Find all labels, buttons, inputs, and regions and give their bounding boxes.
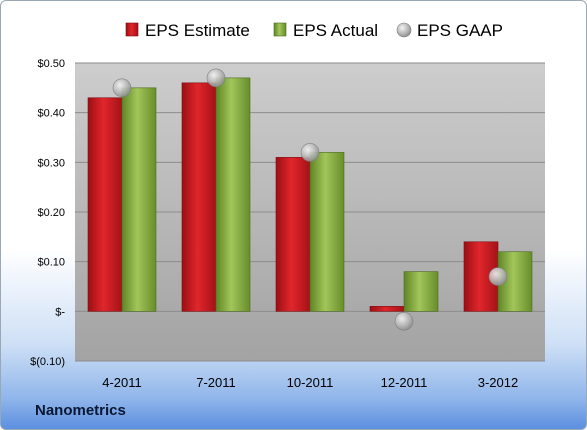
- legend-swatch-eps-gaap: [396, 22, 412, 38]
- y-tick-label: $(0.10): [30, 356, 65, 368]
- x-tick-label: 10-2011: [287, 375, 334, 390]
- legend-label: EPS Estimate: [145, 21, 250, 40]
- bar-eps-actual: [309, 152, 345, 312]
- x-tick-label: 7-2011: [196, 375, 236, 390]
- y-tick-label: $0.30: [37, 157, 65, 169]
- bar-eps-estimate: [369, 306, 405, 312]
- bar-eps-actual: [121, 87, 157, 312]
- gaap-marker: [394, 311, 414, 331]
- bar-eps-actual: [403, 271, 439, 312]
- y-tick-label: $-: [55, 306, 65, 318]
- legend-label: EPS Actual: [293, 21, 378, 40]
- y-tick-label: $0.50: [37, 58, 65, 70]
- bar-eps-estimate: [181, 82, 217, 312]
- y-tick-label: $0.20: [37, 207, 65, 219]
- gaap-marker: [206, 68, 226, 88]
- bar-eps-actual: [215, 77, 251, 312]
- gaap-marker: [488, 267, 508, 286]
- y-tick-label: $0.10: [37, 257, 65, 269]
- company-label: Nanometrics: [35, 402, 126, 419]
- x-tick-label: 4-2011: [102, 375, 142, 390]
- x-tick-label: 3-2012: [478, 375, 518, 390]
- legend-label: EPS GAAP: [417, 21, 503, 40]
- y-tick-label: $0.40: [37, 108, 65, 120]
- legend-swatch-eps-actual: [273, 22, 287, 37]
- bar-eps-estimate: [87, 97, 123, 312]
- gaap-marker: [112, 78, 132, 98]
- bar-eps-estimate: [275, 157, 311, 312]
- legend-swatch-eps-estimate: [125, 22, 139, 37]
- gaap-marker: [300, 143, 320, 162]
- x-tick-label: 12-2011: [381, 375, 428, 390]
